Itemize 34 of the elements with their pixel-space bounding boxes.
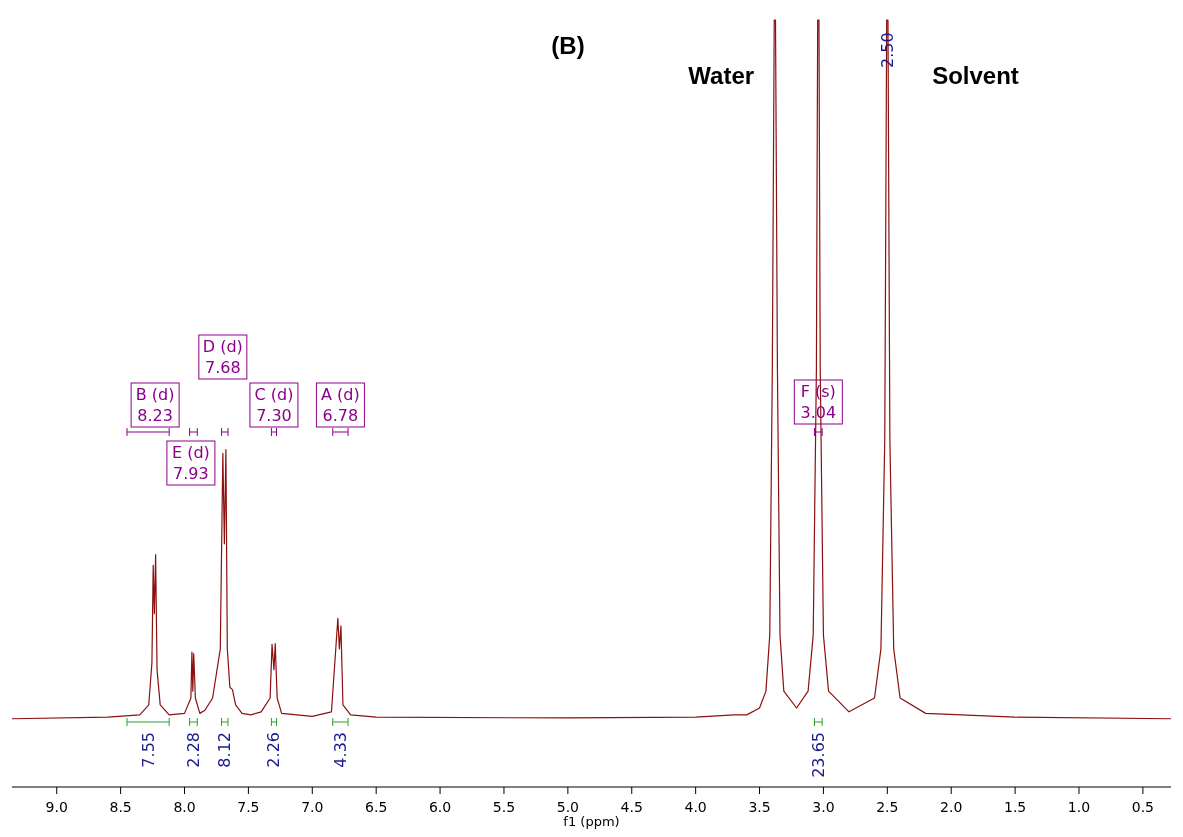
text: (B)	[551, 32, 585, 59]
x-tick-label: 4.0	[684, 799, 707, 815]
x-tick-label: 2.0	[940, 799, 963, 815]
x-tick-label: 2.5	[876, 799, 899, 815]
x-tick-label: 5.5	[492, 799, 516, 815]
x-tick-label: 1.0	[1067, 799, 1091, 815]
annotation: 8.12	[215, 732, 235, 768]
x-tick-label: 1.5	[1003, 799, 1027, 815]
annotation: D (d) 7.68	[202, 337, 243, 377]
x-tick-label: 8.5	[109, 799, 132, 815]
x-tick-label: 5.0	[556, 799, 579, 815]
annotation: B (d) 8.23	[135, 385, 175, 425]
x-tick-label: 3.5	[748, 799, 771, 815]
annotation: 7.55	[138, 732, 158, 768]
annotation: A (d) 6.78	[321, 385, 360, 425]
x-tick-label: 7.0	[301, 799, 324, 815]
annotation: E (d) 7.93	[171, 443, 210, 483]
x-tick-label: 0.5	[1131, 799, 1155, 815]
annotation: 23.65	[808, 732, 828, 778]
annotation: 2.26	[264, 732, 284, 768]
x-tick-label: 3.0	[812, 799, 835, 815]
x-tick-label: 7.5	[237, 799, 260, 815]
annotation: 4.33	[330, 732, 350, 768]
annotation: 2.28	[183, 732, 203, 768]
annotation: Solvent	[932, 61, 1019, 89]
x-axis-title: f1 (ppm)	[563, 814, 620, 829]
annotation: 2.50	[877, 32, 897, 68]
x-tick-label: 4.5	[620, 799, 643, 815]
annotation: C (d) 7.30	[254, 385, 294, 425]
annotation: Water	[688, 61, 755, 89]
x-tick-label: 8.0	[173, 799, 196, 815]
x-tick-label: 6.0	[428, 799, 452, 815]
x-tick-label: 9.0	[45, 799, 68, 815]
x-tick-label: 6.5	[365, 799, 388, 815]
